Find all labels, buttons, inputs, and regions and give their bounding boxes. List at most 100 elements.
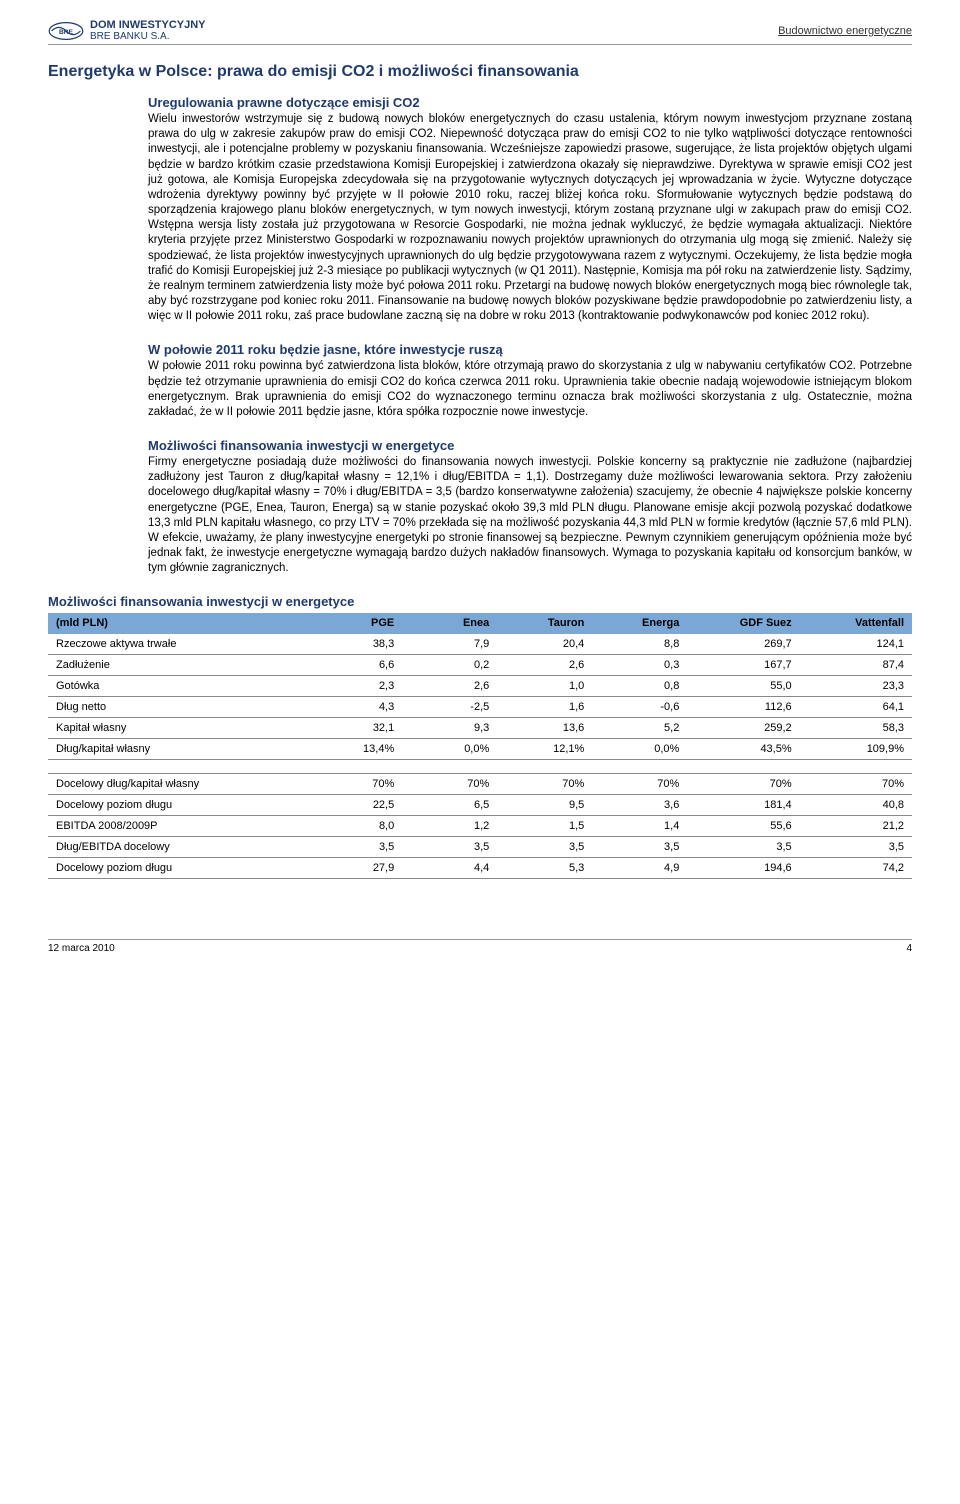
table-cell: 70% (800, 774, 912, 795)
table-col-header: Tauron (497, 613, 592, 634)
table-col-header: Energa (592, 613, 687, 634)
table-cell: 1,4 (592, 816, 687, 837)
section1-heading: Uregulowania prawne dotyczące emisji CO2 (148, 95, 912, 110)
table-col-header: PGE (307, 613, 402, 634)
table-cell: 23,3 (800, 676, 912, 697)
table-cell: 2,3 (307, 676, 402, 697)
table-cell: Dług netto (48, 697, 307, 718)
table-cell: 0,8 (592, 676, 687, 697)
table-row: Dług/EBITDA docelowy3,53,53,53,53,53,5 (48, 837, 912, 858)
table-cell: 0,2 (402, 655, 497, 676)
table-cell: 55,0 (687, 676, 799, 697)
table-cell: 1,2 (402, 816, 497, 837)
table-cell: Zadłużenie (48, 655, 307, 676)
table-cell: Dług/EBITDA docelowy (48, 837, 307, 858)
table-cell: 70% (687, 774, 799, 795)
table-cell: 5,3 (497, 858, 592, 879)
table-cell: 194,6 (687, 858, 799, 879)
table-cell: 181,4 (687, 795, 799, 816)
section1-body: Wielu inwestorów wstrzymuje się z budową… (148, 112, 912, 324)
table-cell: 112,6 (687, 697, 799, 718)
table-cell: 259,2 (687, 718, 799, 739)
table-cell: Docelowy poziom długu (48, 858, 307, 879)
table-col-header: Enea (402, 613, 497, 634)
table-cell: 7,9 (402, 634, 497, 655)
table-cell: 269,7 (687, 634, 799, 655)
table-cell: Kapitał własny (48, 718, 307, 739)
table-cell: 2,6 (497, 655, 592, 676)
table-cell: EBITDA 2008/2009P (48, 816, 307, 837)
header-section-label: Budownictwo energetyczne (778, 25, 912, 37)
table-cell: 3,5 (687, 837, 799, 858)
section2-body: W połowie 2011 roku powinna być zatwierd… (148, 359, 912, 420)
table-cell: 3,5 (307, 837, 402, 858)
page-header: BRE DOM INWESTYCYJNY BRE BANKU S.A. Budo… (48, 20, 912, 45)
table-head: (mld PLN)PGEEneaTauronEnergaGDF SuezVatt… (48, 613, 912, 634)
table-cell: 5,2 (592, 718, 687, 739)
financing-table: (mld PLN)PGEEneaTauronEnergaGDF SuezVatt… (48, 613, 912, 879)
table-cell: 2,6 (402, 676, 497, 697)
table-cell: 0,0% (402, 739, 497, 760)
footer-page: 4 (906, 943, 912, 954)
table-cell: 70% (497, 774, 592, 795)
table-cell: 20,4 (497, 634, 592, 655)
table-cell: 55,6 (687, 816, 799, 837)
table-cell: 0,0% (592, 739, 687, 760)
table-cell: 1,6 (497, 697, 592, 718)
table-row: Rzeczowe aktywa trwałe38,37,920,48,8269,… (48, 634, 912, 655)
table-cell: 12,1% (497, 739, 592, 760)
table-cell: 13,4% (307, 739, 402, 760)
table-cell: 32,1 (307, 718, 402, 739)
table-cell: 167,7 (687, 655, 799, 676)
table-cell: 74,2 (800, 858, 912, 879)
table-cell: -0,6 (592, 697, 687, 718)
table-cell: Docelowy poziom długu (48, 795, 307, 816)
table-cell: 70% (402, 774, 497, 795)
table-col-header: Vattenfall (800, 613, 912, 634)
table-cell: 13,6 (497, 718, 592, 739)
table-row: Zadłużenie6,60,22,60,3167,787,4 (48, 655, 912, 676)
table-cell: 3,5 (402, 837, 497, 858)
table-row: Dług/kapitał własny13,4%0,0%12,1%0,0%43,… (48, 739, 912, 760)
table-row: Kapitał własny32,19,313,65,2259,258,3 (48, 718, 912, 739)
table-cell: 3,6 (592, 795, 687, 816)
table-cell: 8,0 (307, 816, 402, 837)
table-cell: 0,3 (592, 655, 687, 676)
table-cell: 27,9 (307, 858, 402, 879)
section3-body: Firmy energetyczne posiadają duże możliw… (148, 455, 912, 576)
table-row: Docelowy poziom długu22,56,59,53,6181,44… (48, 795, 912, 816)
table-cell: 3,5 (800, 837, 912, 858)
svg-text:BRE: BRE (59, 29, 74, 36)
section2-heading: W połowie 2011 roku będzie jasne, które … (148, 342, 912, 357)
table-cell: 70% (592, 774, 687, 795)
logo: BRE DOM INWESTYCYJNY BRE BANKU S.A. (48, 20, 206, 42)
table-cell: 58,3 (800, 718, 912, 739)
table-cell: 3,5 (592, 837, 687, 858)
table-col-header: (mld PLN) (48, 613, 307, 634)
table-cell: 87,4 (800, 655, 912, 676)
table-cell: Docelowy dług/kapitał własny (48, 774, 307, 795)
logo-line1: DOM INWESTYCYJNY (90, 20, 206, 31)
table-row: Docelowy dług/kapitał własny70%70%70%70%… (48, 774, 912, 795)
table-row: Docelowy poziom długu27,94,45,34,9194,67… (48, 858, 912, 879)
table-cell: 9,5 (497, 795, 592, 816)
table-row: EBITDA 2008/2009P8,01,21,51,455,621,2 (48, 816, 912, 837)
footer: 12 marca 2010 4 (48, 939, 912, 954)
table-title: Możliwości finansowania inwestycji w ene… (48, 594, 912, 609)
table-cell: 9,3 (402, 718, 497, 739)
table-row: Dług netto4,3-2,51,6-0,6112,664,1 (48, 697, 912, 718)
table-cell: 22,5 (307, 795, 402, 816)
table-cell: 43,5% (687, 739, 799, 760)
logo-line2: BRE BANKU S.A. (90, 31, 206, 42)
table-col-header: GDF Suez (687, 613, 799, 634)
table-cell: 1,0 (497, 676, 592, 697)
table-cell: 6,5 (402, 795, 497, 816)
table-cell: 4,9 (592, 858, 687, 879)
table-cell: Dług/kapitał własny (48, 739, 307, 760)
table-cell: 38,3 (307, 634, 402, 655)
table-cell: Rzeczowe aktywa trwałe (48, 634, 307, 655)
logo-text: DOM INWESTYCYJNY BRE BANKU S.A. (90, 20, 206, 42)
table-cell: 21,2 (800, 816, 912, 837)
table-row: Gotówka2,32,61,00,855,023,3 (48, 676, 912, 697)
table-cell: 1,5 (497, 816, 592, 837)
